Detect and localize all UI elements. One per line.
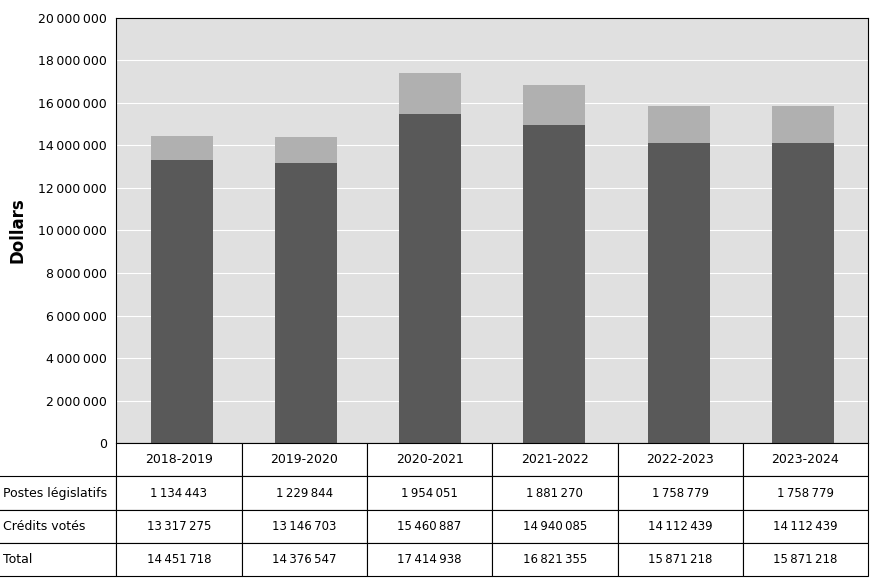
Bar	[771, 143, 833, 443]
Bar	[771, 105, 833, 143]
Bar	[523, 125, 585, 443]
Bar	[399, 114, 460, 443]
Bar	[399, 73, 460, 114]
Bar	[150, 160, 213, 443]
Y-axis label: Dollars: Dollars	[9, 198, 27, 263]
Bar	[274, 138, 336, 163]
Bar	[523, 85, 585, 125]
Bar	[647, 105, 709, 143]
Bar	[274, 163, 336, 443]
Bar	[647, 143, 709, 443]
Bar	[150, 136, 213, 160]
